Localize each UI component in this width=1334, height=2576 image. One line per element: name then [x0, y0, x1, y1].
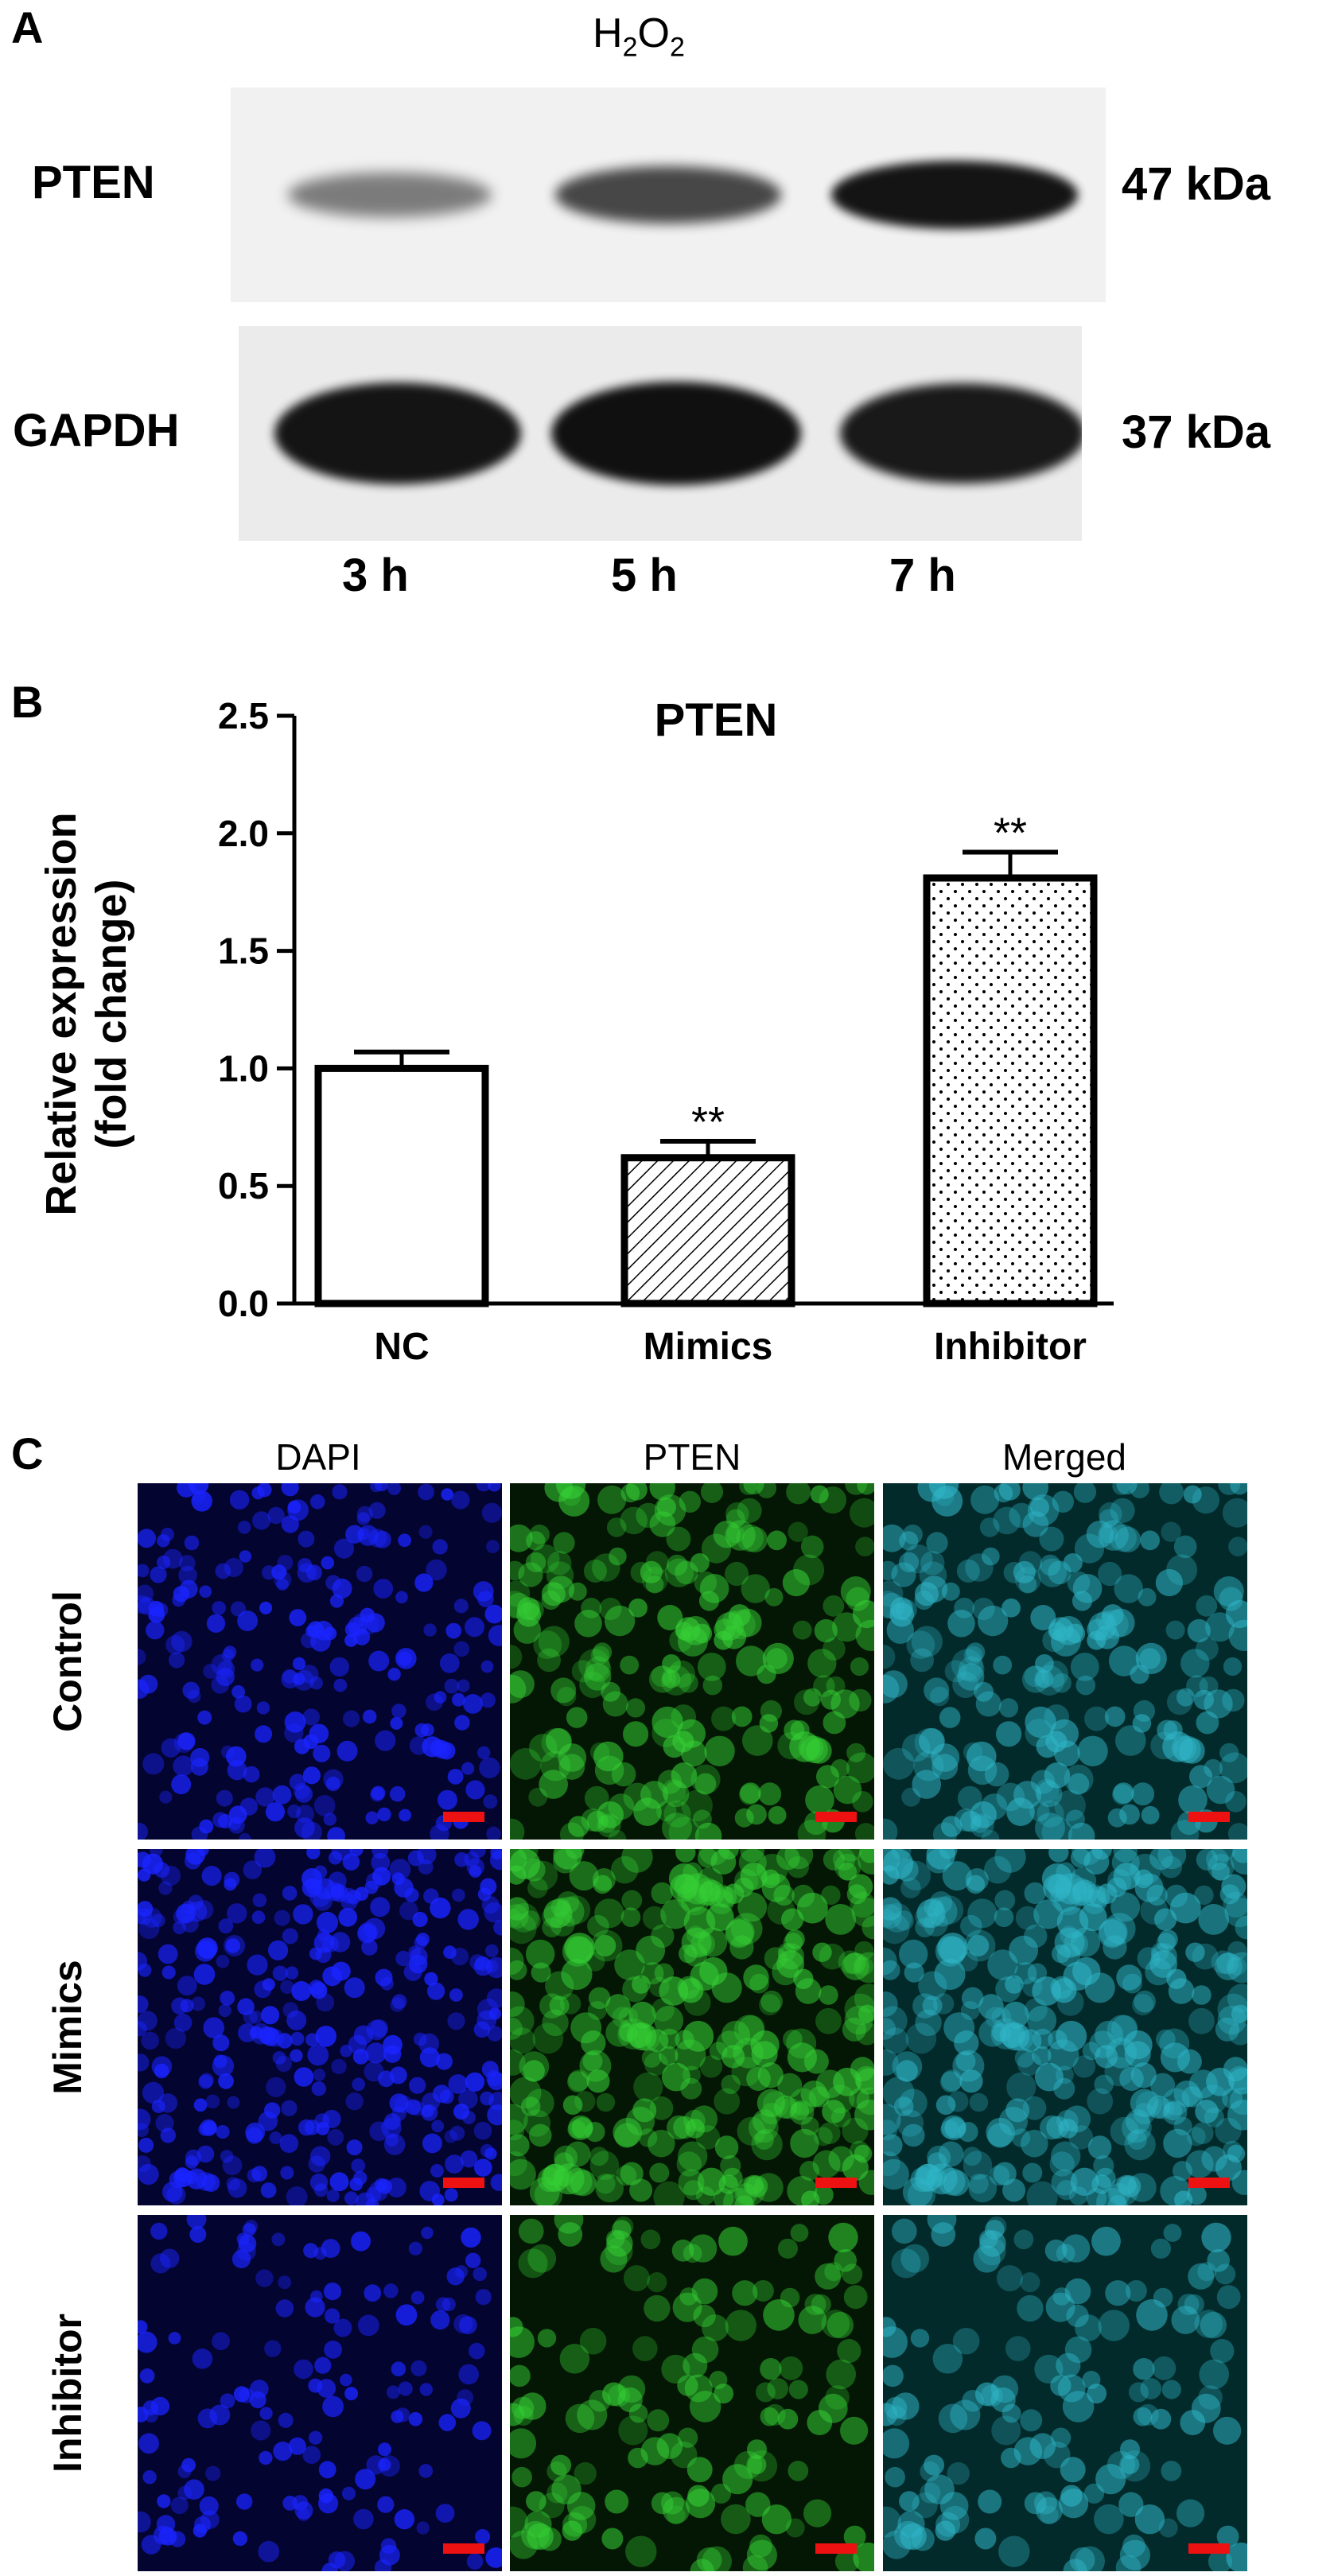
- blot-row-label-pten: PTEN: [32, 157, 155, 208]
- y-tick-label: 1.5: [218, 931, 269, 972]
- lane-label-7h: 7 h: [889, 550, 956, 601]
- x-tick-label-inhibitor: Inhibitor: [934, 1326, 1087, 1368]
- y-tick-label: 2.0: [218, 813, 269, 854]
- column-label-dapi: DAPI: [275, 1436, 361, 1478]
- x-tick-label-nc: NC: [374, 1326, 429, 1368]
- chart-title: PTEN: [655, 694, 778, 746]
- bar-nc: [314, 1064, 489, 1307]
- y-tick-label: 0.5: [218, 1165, 269, 1206]
- gapdh-band-lane-1: [274, 382, 522, 485]
- scale-bar: [815, 2178, 857, 2188]
- row-label-control: Control: [45, 1591, 90, 1732]
- micrograph-control-pten: [510, 1483, 874, 1840]
- scale-bar: [443, 2178, 484, 2188]
- scale-bar: [1188, 1812, 1230, 1822]
- lane-label-3h: 3 h: [342, 550, 409, 601]
- significance-marker-inhibitor: **: [994, 809, 1027, 857]
- scale-bar: [815, 2543, 857, 2554]
- micrograph-control-merged: [883, 1483, 1247, 1840]
- column-label-pten: PTEN: [643, 1436, 741, 1478]
- gapdh-band-lane-3: [840, 383, 1082, 484]
- scale-bar: [1188, 2543, 1230, 2554]
- pten-band-lane-2: [555, 166, 781, 223]
- scale-bar: [815, 1812, 857, 1822]
- micrograph-inhibitor-pten: [510, 2215, 874, 2571]
- lane-label-5h: 5 h: [611, 550, 678, 601]
- pten-band-lane-3: [830, 161, 1079, 229]
- pten-blot-image: [231, 87, 1106, 302]
- pten-size-label: 47 kDa: [1122, 158, 1271, 210]
- gapdh-blot-image: [239, 326, 1082, 541]
- micrograph-control-dapi: [138, 1483, 502, 1840]
- y-tick-label: 1.0: [218, 1047, 269, 1089]
- y-axis-label-line2: (fold change): [88, 880, 135, 1149]
- micrograph-inhibitor-merged: [883, 2215, 1247, 2571]
- panel-b-label: B: [11, 677, 44, 727]
- micrograph-inhibitor-dapi: [138, 2215, 502, 2571]
- bar-inhibitor: [923, 874, 1098, 1307]
- scale-bar: [1188, 2178, 1230, 2188]
- column-label-merged: Merged: [1002, 1436, 1126, 1478]
- panel-a-label: A: [11, 2, 44, 52]
- micrograph-mimics-dapi: [138, 1849, 502, 2205]
- scale-bar: [443, 2543, 484, 2554]
- micrograph-mimics-merged: [883, 1849, 1247, 2205]
- pten-band-lane-1: [287, 172, 492, 218]
- gapdh-size-label: 37 kDa: [1122, 406, 1271, 458]
- micrograph-mimics-pten: [510, 1849, 874, 2205]
- significance-marker-mimics: **: [691, 1098, 725, 1146]
- blot-treatment-title: H2O2: [593, 10, 685, 63]
- y-tick-label: 2.5: [218, 695, 269, 736]
- relative-expression-bar-chart: PTEN 0.0 0.5 1.0 1.5 2.0 2.5 Relative express…: [37, 694, 1114, 1368]
- y-tick-label: 0.0: [218, 1283, 269, 1324]
- scale-bar: [443, 1812, 484, 1822]
- gapdh-band-lane-2: [551, 381, 801, 486]
- row-label-mimics: Mimics: [45, 1960, 90, 2095]
- panel-c-label: C: [11, 1428, 44, 1478]
- blot-row-label-gapdh: GAPDH: [13, 405, 180, 457]
- x-tick-label-mimics: Mimics: [644, 1326, 773, 1368]
- y-axis-label-line1: Relative expression: [37, 812, 85, 1215]
- row-label-inhibitor: Inhibitor: [45, 2314, 90, 2473]
- bar-mimics: [620, 1154, 795, 1307]
